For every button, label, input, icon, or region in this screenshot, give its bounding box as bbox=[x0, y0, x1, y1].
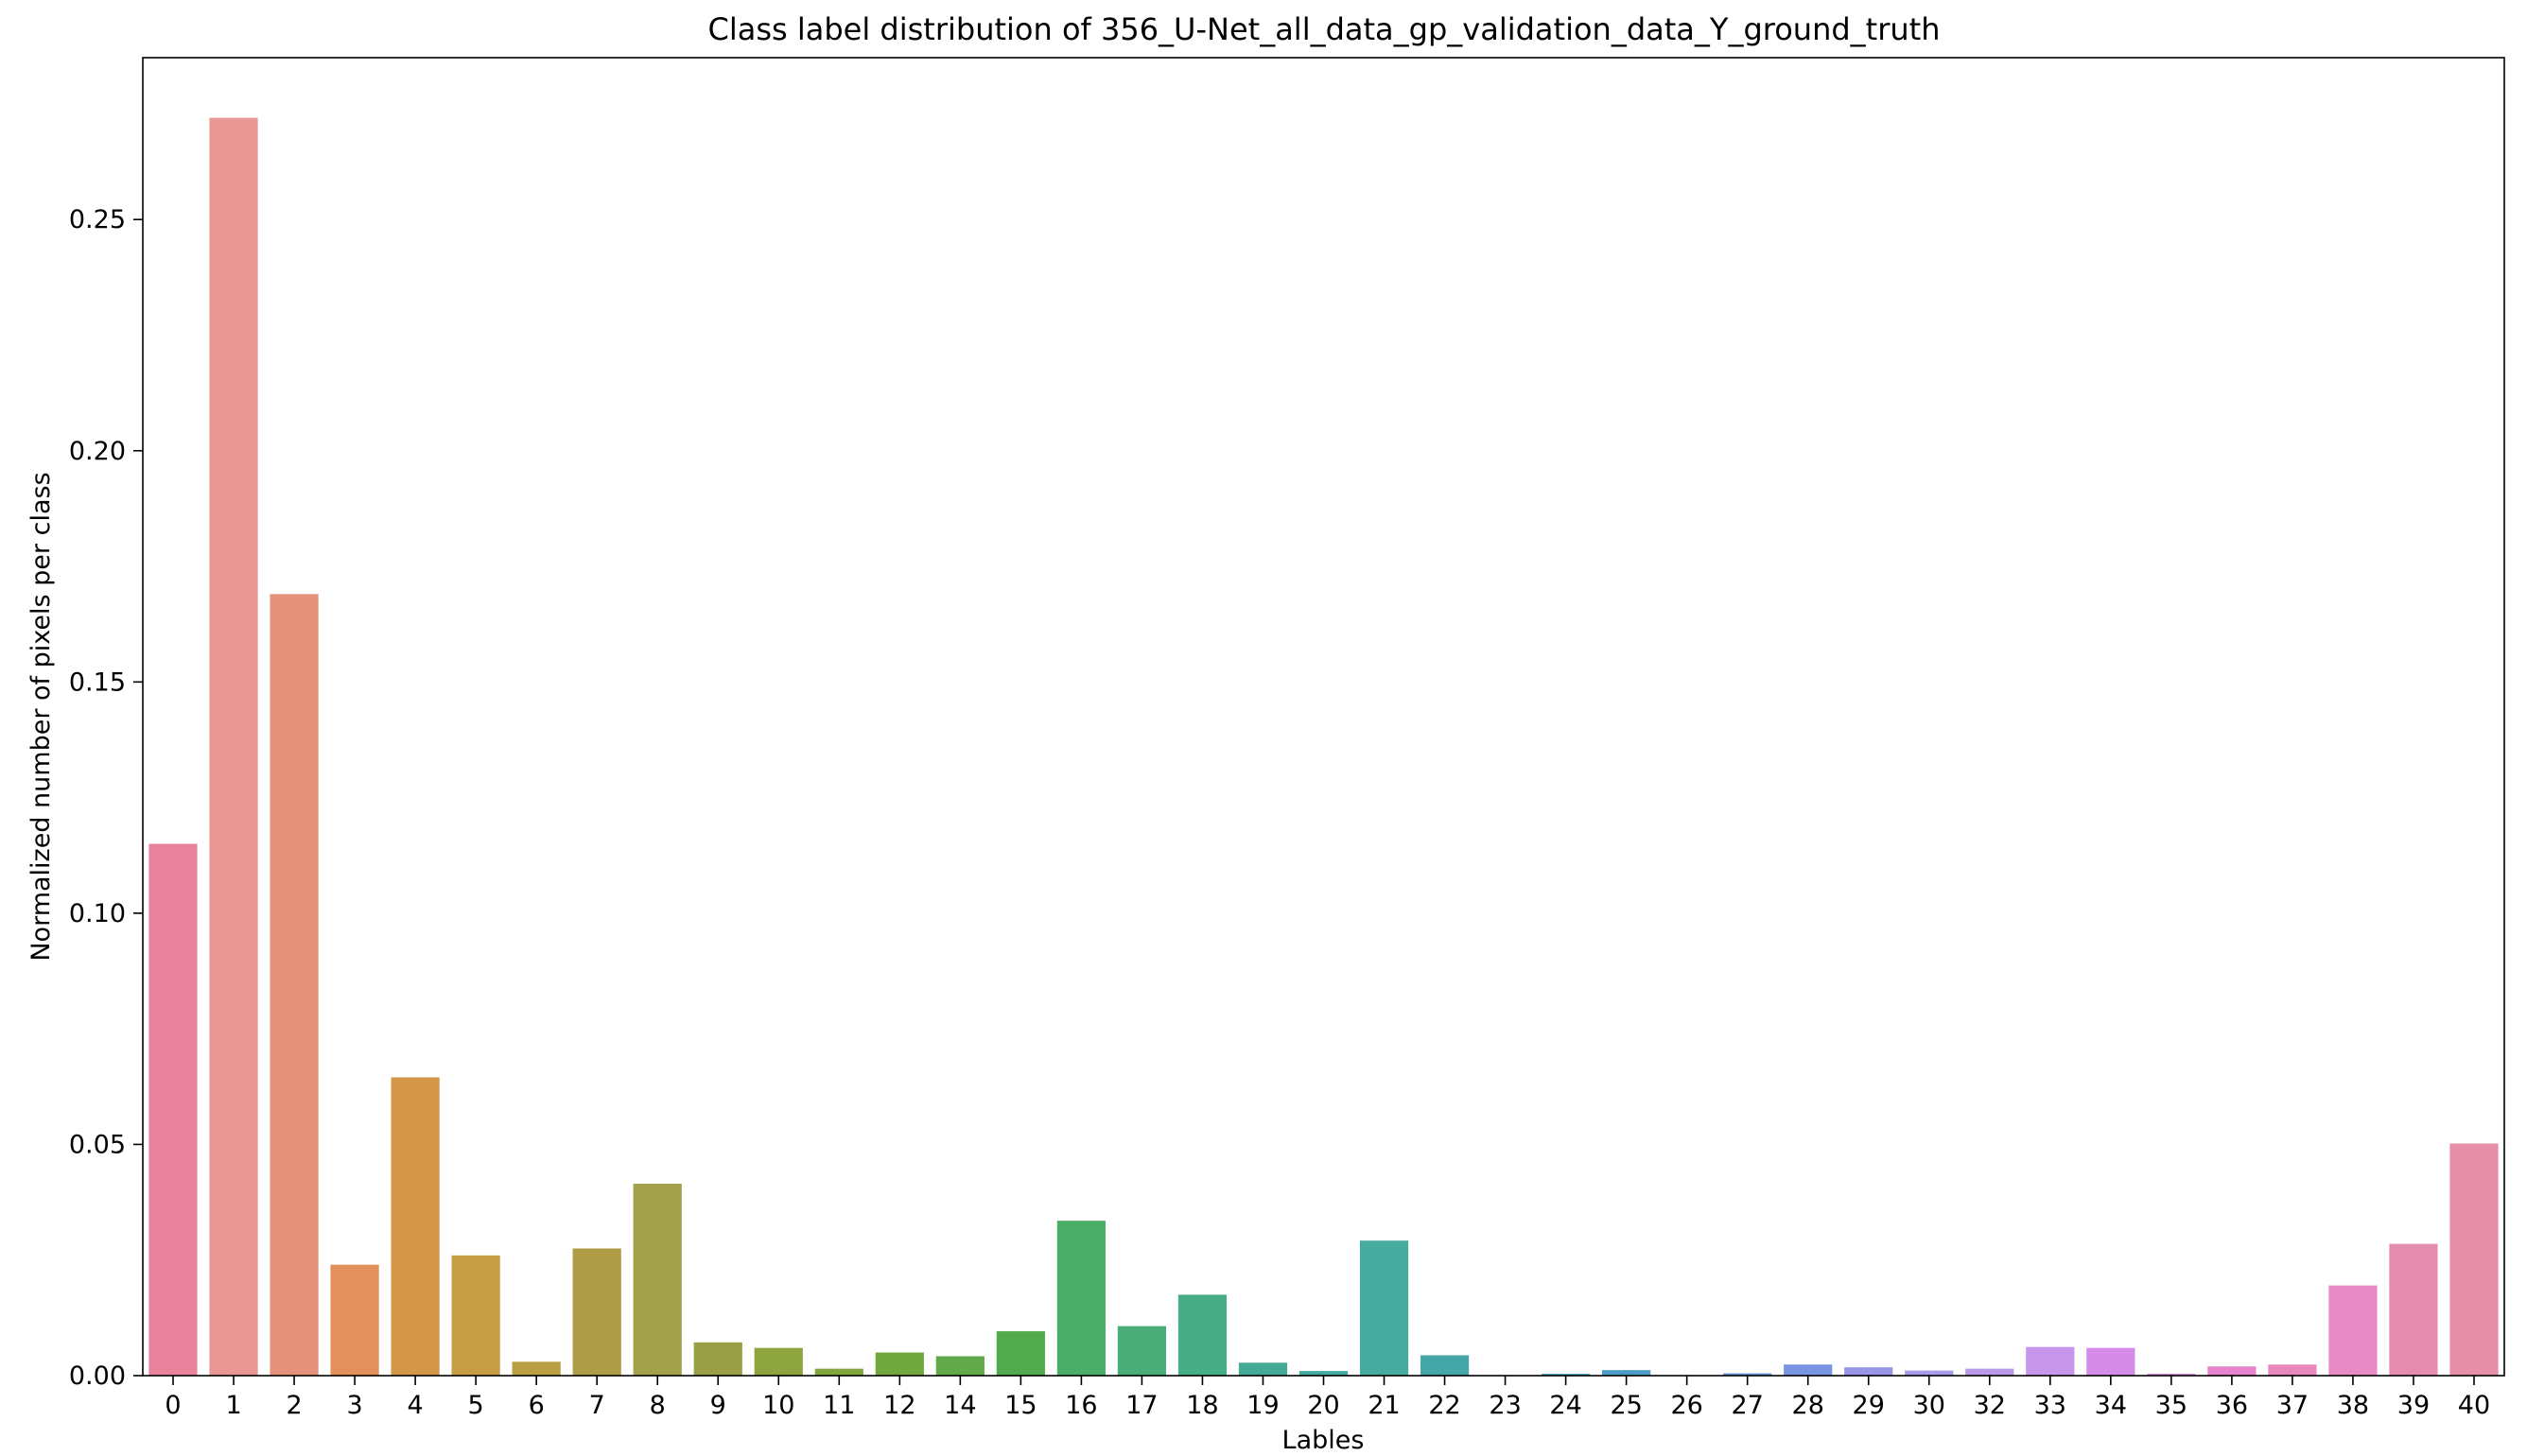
y-tick-label: 0.05 bbox=[69, 1130, 126, 1159]
bar-36 bbox=[2207, 1366, 2257, 1376]
plot-frame bbox=[142, 57, 2505, 1377]
bar-28 bbox=[1784, 1364, 1833, 1376]
bar-27 bbox=[1723, 1373, 1772, 1376]
x-tick-label: 16 bbox=[1065, 1391, 1097, 1420]
bar-21 bbox=[1359, 1240, 1409, 1376]
x-tick-label: 34 bbox=[2095, 1391, 2127, 1420]
bar-3 bbox=[330, 1264, 379, 1376]
bar-20 bbox=[1298, 1371, 1349, 1376]
bar-6 bbox=[512, 1361, 561, 1376]
bar-25 bbox=[1602, 1370, 1651, 1376]
bar-18 bbox=[1177, 1294, 1228, 1376]
x-axis-label: Lables bbox=[1282, 1426, 1365, 1455]
y-tick-label: 0.20 bbox=[69, 437, 126, 466]
bars-group bbox=[148, 117, 2499, 1377]
bar-1 bbox=[209, 117, 258, 1377]
bar-33 bbox=[2026, 1346, 2075, 1376]
bar-32 bbox=[1965, 1368, 2014, 1376]
x-tick-label: 18 bbox=[1186, 1391, 1218, 1420]
x-ticks-group: 0 1 2 3 4 5 6 7 8 9 10 11 12 14 15 16 17 18 19 20 21 22 23 24 25… bbox=[165, 1376, 2490, 1420]
bar-7 bbox=[572, 1248, 621, 1376]
x-tick-label: 0 bbox=[165, 1391, 181, 1420]
x-tick-label: 20 bbox=[1307, 1391, 1339, 1420]
x-tick-label: 33 bbox=[2034, 1391, 2066, 1420]
bar-12 bbox=[875, 1352, 924, 1376]
x-tick-label: 7 bbox=[589, 1391, 605, 1420]
bar-9 bbox=[693, 1342, 742, 1376]
bar-2 bbox=[270, 594, 319, 1376]
bar-39 bbox=[2389, 1243, 2438, 1376]
bar-5 bbox=[451, 1255, 500, 1376]
x-tick-label: 28 bbox=[1792, 1391, 1824, 1420]
bar-30 bbox=[1905, 1370, 1954, 1376]
x-tick-label: 14 bbox=[944, 1391, 976, 1420]
x-tick-label: 10 bbox=[762, 1391, 794, 1420]
x-tick-label: 1 bbox=[225, 1391, 241, 1420]
bar-19 bbox=[1238, 1362, 1288, 1376]
x-tick-label: 37 bbox=[2276, 1391, 2309, 1420]
bar-14 bbox=[935, 1356, 985, 1376]
x-tick-label: 35 bbox=[2155, 1391, 2187, 1420]
x-tick-label: 11 bbox=[823, 1391, 855, 1420]
x-tick-label: 4 bbox=[408, 1391, 424, 1420]
bar-24 bbox=[1541, 1374, 1591, 1376]
x-tick-label: 12 bbox=[883, 1391, 915, 1420]
x-tick-label: 2 bbox=[286, 1391, 302, 1420]
x-tick-label: 24 bbox=[1549, 1391, 1581, 1420]
x-tick-label: 30 bbox=[1913, 1391, 1945, 1420]
x-tick-label: 8 bbox=[650, 1391, 666, 1420]
bar-29 bbox=[1844, 1367, 1893, 1376]
bar-37 bbox=[2268, 1364, 2317, 1376]
x-tick-label: 19 bbox=[1246, 1391, 1279, 1420]
x-tick-label: 6 bbox=[529, 1391, 545, 1420]
bar-35 bbox=[2147, 1374, 2196, 1376]
bar-17 bbox=[1117, 1326, 1167, 1376]
x-tick-label: 32 bbox=[1974, 1391, 2006, 1420]
bar-38 bbox=[2328, 1285, 2378, 1376]
x-tick-label: 22 bbox=[1428, 1391, 1460, 1420]
bar-40 bbox=[2449, 1143, 2499, 1376]
y-tick-label: 0.10 bbox=[69, 899, 126, 928]
bar-15 bbox=[996, 1331, 1045, 1376]
y-ticks-group: 0.00 0.05 0.10 0.15 0.20 0.25 bbox=[69, 205, 143, 1391]
chart-title: Class label distribution of 356_U-Net_al… bbox=[708, 11, 1941, 47]
x-tick-label: 17 bbox=[1125, 1391, 1158, 1420]
bar-16 bbox=[1056, 1221, 1107, 1376]
bar-34 bbox=[2086, 1347, 2135, 1376]
bar-11 bbox=[814, 1368, 863, 1376]
bar-8 bbox=[633, 1184, 682, 1376]
x-tick-label: 39 bbox=[2397, 1391, 2430, 1420]
bar-4 bbox=[391, 1077, 440, 1376]
x-tick-label: 25 bbox=[1610, 1391, 1642, 1420]
x-tick-label: 38 bbox=[2337, 1391, 2369, 1420]
x-tick-label: 26 bbox=[1670, 1391, 1702, 1420]
x-tick-label: 27 bbox=[1731, 1391, 1763, 1420]
bar-22 bbox=[1420, 1355, 1470, 1376]
y-tick-label: 0.15 bbox=[69, 667, 126, 697]
y-axis-label: Normalized number of pixels per class bbox=[26, 472, 56, 961]
y-tick-label: 0.25 bbox=[69, 205, 126, 234]
bar-10 bbox=[754, 1347, 803, 1376]
x-tick-label: 15 bbox=[1004, 1391, 1037, 1420]
x-tick-label: 29 bbox=[1853, 1391, 1885, 1420]
x-tick-label: 23 bbox=[1489, 1391, 1521, 1420]
bar-0 bbox=[148, 843, 198, 1376]
y-tick-label: 0.00 bbox=[69, 1361, 126, 1391]
x-tick-label: 3 bbox=[346, 1391, 362, 1420]
x-tick-label: 21 bbox=[1368, 1391, 1400, 1420]
x-tick-label: 40 bbox=[2458, 1391, 2490, 1420]
x-tick-label: 5 bbox=[468, 1391, 484, 1420]
x-tick-label: 9 bbox=[710, 1391, 726, 1420]
x-tick-label: 36 bbox=[2216, 1391, 2248, 1420]
